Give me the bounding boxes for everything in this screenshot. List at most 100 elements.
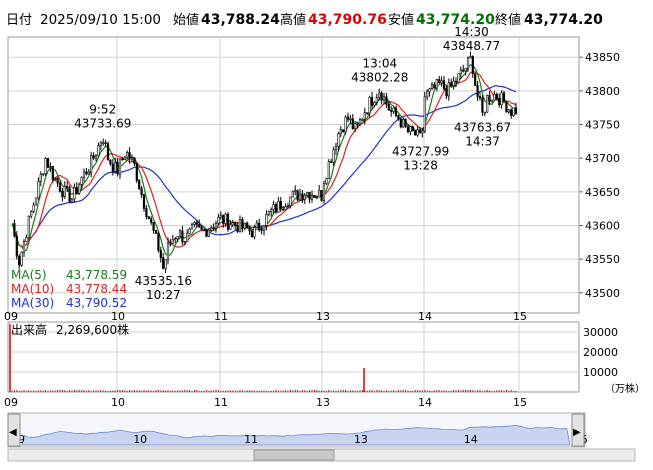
candle-body [392,107,395,112]
candle-body [135,163,138,181]
navigator-left-button[interactable]: ◀ [7,413,21,447]
candle-body [378,92,381,98]
candle-body [106,143,110,161]
right-arrow-icon: ▶ [573,427,581,438]
candle-body [495,93,498,99]
candle-body [459,69,462,74]
candle-body [430,84,434,89]
candle-body [54,178,57,180]
price-y-axis: 43500 43550 43600 43650 43700 43750 43800 43850 [579,51,620,300]
candle-body [246,222,249,229]
price-y-tick-label: 43500 [585,287,620,300]
candle-body [354,123,357,129]
candle-body [310,195,314,200]
candle-body [394,107,398,116]
price-y-tick-label: 43650 [585,186,620,199]
candle-body [37,181,40,199]
price-y-tick-label: 43600 [585,219,620,232]
candle-body [58,182,62,192]
annotation-value: 43848.77 [443,39,500,53]
candle-body [361,119,364,121]
close-value: 43,774.20 [524,12,603,28]
candle-body [404,119,407,127]
candle-body [171,239,174,244]
candle-body [236,225,239,233]
candle-body [330,161,333,164]
candle-body [294,190,297,193]
candle-body [339,129,342,134]
candle-body [18,255,21,266]
candle-body [478,96,482,99]
navigator-x-tick-label: 9 [18,433,25,446]
annotation-time: 9:52 [89,102,116,116]
close-label: 終値 [495,12,521,28]
navigator-right-button[interactable]: ▶ [571,413,585,447]
price-candles [13,51,518,274]
ma-legend: MA(5) 43,778.59 MA(10) 43,778.44 MA(30) … [11,268,127,310]
price-x-tick-label: 10 [111,310,125,323]
candle-body [56,178,59,184]
candle-body [298,193,302,201]
candle-body [250,230,254,238]
candle-body [279,200,282,210]
navigator-x-tick-label: 11 [244,433,258,446]
candle-body [34,197,38,206]
candle-body [373,101,376,106]
volume-grid [8,322,579,392]
candle-body [270,209,273,213]
candle-body [80,176,83,185]
candle-body [366,112,369,114]
candle-body [178,230,182,237]
candle-body [104,142,107,144]
candle-body [234,222,237,226]
candle-body [207,229,210,237]
candle-body [507,109,510,113]
candle-body [358,119,362,125]
candle-body [90,155,93,173]
candle-body [174,238,177,241]
candle-body [128,152,131,160]
volume-x-axis: 09 10 11 13 14 15 [4,396,527,409]
navigator-x-tick-label: 14 [464,433,478,446]
volume-bars [9,324,517,392]
candle-body [75,187,78,194]
candle-body [63,186,66,198]
candle-body [39,173,42,182]
annotation-time: 10:27 [146,288,181,302]
candle-body [284,206,287,210]
candle-body [97,145,100,157]
volume-total: 2,269,600株 [56,322,129,337]
candle-body [356,123,359,125]
candle-body [190,224,194,230]
candle-body [217,216,220,224]
ma30-legend-name: MA(30) [11,296,54,310]
candle-body [94,155,98,159]
volume-y-tick-label: 30000 [583,326,618,339]
candle-body [498,97,501,105]
price-x-tick-label: 13 [316,310,330,323]
annotation-value: 43727.99 [392,144,449,158]
price-x-tick-label: 11 [214,310,228,323]
price-y-tick-label: 43700 [585,152,620,165]
candle-body [30,211,33,217]
candle-body [445,88,448,97]
candle-body [219,215,222,218]
candle-body [253,227,256,238]
candle-body [267,211,270,215]
annotation-time: 13:04 [363,56,398,70]
navigator-x-tick-label: 13 [354,433,368,446]
candle-body [510,109,513,116]
candle-body [418,129,422,134]
candle-body [334,146,338,151]
candle-body [70,198,74,203]
candle-body [488,95,491,102]
candle-body [229,224,232,230]
candle-body [82,171,86,178]
high-value: 43,790.76 [308,12,387,28]
candle-body [195,222,198,225]
candle-body [214,223,218,229]
candle-body [116,162,119,175]
navigator-scrollbar-thumb[interactable] [253,449,335,461]
ma10-legend-name: MA(10) [11,282,54,296]
